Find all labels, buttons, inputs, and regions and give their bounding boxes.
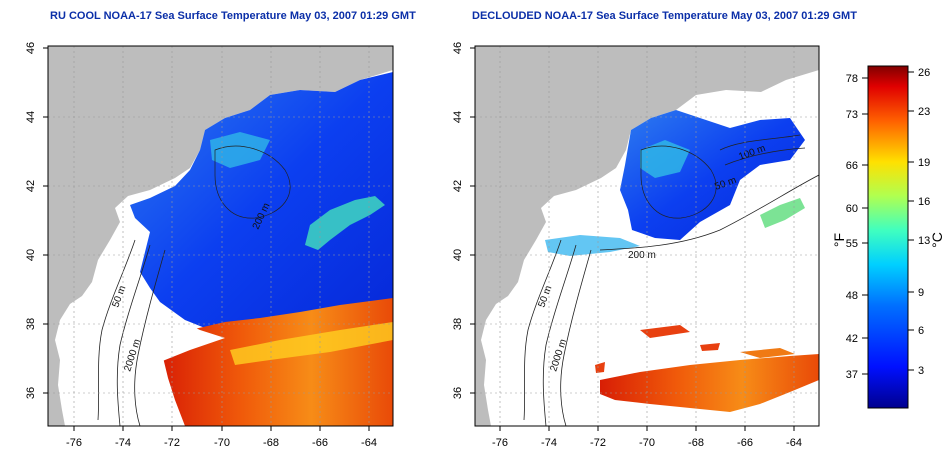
right-warm-patch — [595, 362, 605, 373]
right-warm-sst-region — [600, 354, 819, 412]
left-x-tick-label: -66 — [312, 437, 328, 449]
colorbar-fahrenheit-label: 66 — [846, 160, 858, 172]
colorbar-celsius-ticks — [908, 71, 914, 371]
colorbar-fahrenheit-label: 48 — [846, 290, 858, 302]
colorbar-fahrenheit-label: 78 — [846, 73, 858, 85]
right-y-tick-label: 46 — [452, 42, 464, 54]
right-contour-200m — [542, 244, 577, 426]
right-y-tick-label: 44 — [452, 111, 464, 123]
colorbar-celsius-label: 6 — [918, 325, 924, 337]
left-map-title: RU COOL NOAA-17 Sea Surface Temperature … — [50, 10, 416, 22]
right-land-mass — [475, 46, 819, 426]
left-land-mass — [48, 46, 393, 426]
colorbar-celsius-label: 26 — [918, 67, 930, 79]
right-contour-label-200m: 200 m — [628, 250, 656, 261]
left-x-tick-label: -74 — [115, 437, 131, 449]
right-contour-shelf — [599, 174, 819, 251]
right-x-tick-label: -66 — [737, 437, 753, 449]
colorbar-celsius-label: 3 — [918, 365, 924, 377]
right-y-ticks — [470, 47, 475, 394]
left-y-tick-label: 36 — [25, 387, 37, 399]
left-x-tick-label: -68 — [263, 437, 279, 449]
right-y-tick-label: 40 — [452, 249, 464, 261]
right-mid-temp-filament — [760, 198, 805, 228]
left-contour-200m — [116, 244, 151, 426]
right-x-tick-label: -70 — [639, 437, 655, 449]
colorbar-celsius-label: 9 — [918, 287, 924, 299]
left-grid-lines — [48, 46, 393, 426]
right-contour-scotian-shelf — [719, 134, 806, 166]
colorbar-celsius-unit: °C — [929, 232, 945, 248]
left-y-tick-label: 42 — [25, 180, 37, 192]
right-y-tick-label: 38 — [452, 318, 464, 330]
left-x-tick-label: -64 — [361, 437, 377, 449]
right-cold-patch-shelf — [545, 235, 640, 256]
colorbar-celsius-label: 13 — [918, 235, 930, 247]
colorbar: 78 73 66 60 55 48 42 37 26 23 19 16 13 9… — [831, 65, 945, 409]
left-mid-temp-patch — [210, 132, 270, 168]
right-x-tick-label: -76 — [492, 437, 508, 449]
right-warm-patch — [740, 348, 795, 358]
right-warm-patch — [700, 343, 720, 351]
colorbar-celsius-label: 16 — [918, 196, 930, 208]
colorbar-fahrenheit-label: 73 — [846, 109, 858, 121]
colorbar-fahrenheit-label: 42 — [846, 333, 858, 345]
right-x-ticks — [499, 426, 795, 431]
colorbar-celsius-label: 23 — [918, 106, 930, 118]
right-y-tick-label: 42 — [452, 180, 464, 192]
right-map-panel: 50 m 2000 m 200 m 100 m 50 m — [452, 42, 820, 449]
left-mid-temp-filament — [305, 196, 385, 250]
colorbar-fahrenheit-label: 60 — [846, 203, 858, 215]
colorbar-gradient — [867, 65, 909, 409]
right-x-tick-label: -64 — [786, 437, 802, 449]
right-x-tick-label: -68 — [688, 437, 704, 449]
left-x-tick-label: -76 — [66, 437, 82, 449]
colorbar-fahrenheit-label: 37 — [846, 369, 858, 381]
left-cloud-gap — [150, 318, 225, 362]
left-y-tick-label: 46 — [25, 42, 37, 54]
right-warm-patch — [640, 325, 690, 338]
right-contour-gulf-of-maine — [640, 145, 717, 219]
right-contour-50m — [523, 239, 562, 421]
left-map-panel: 50 m 2000 m 200 m — [25, 42, 394, 449]
left-y-tick-label: 44 — [25, 111, 37, 123]
colorbar-fahrenheit-ticks — [862, 77, 868, 375]
colorbar-celsius-label: 19 — [918, 157, 930, 169]
right-x-tick-label: -74 — [541, 437, 557, 449]
left-y-ticks — [43, 47, 48, 394]
left-warm-sst-region — [160, 298, 393, 426]
left-warm-filament — [230, 322, 393, 365]
colorbar-fahrenheit-label: 55 — [846, 238, 858, 250]
left-contour-2000m — [134, 249, 166, 426]
right-contour-2000m — [560, 249, 592, 426]
left-cold-sst-region — [130, 72, 393, 330]
right-x-tick-label: -72 — [590, 437, 606, 449]
left-map-frame — [47, 45, 394, 427]
left-x-tick-label: -70 — [214, 437, 230, 449]
colorbar-fahrenheit-unit: °F — [831, 233, 847, 247]
left-y-tick-label: 38 — [25, 318, 37, 330]
right-mid-temp-patch — [640, 140, 690, 178]
right-grid-lines — [475, 46, 819, 426]
left-x-ticks — [73, 426, 370, 431]
right-map-title: DECLOUDED NOAA-17 Sea Surface Temperatur… — [472, 10, 857, 22]
left-contour-gulf-of-maine — [214, 145, 291, 219]
right-y-tick-label: 36 — [452, 387, 464, 399]
left-y-tick-label: 40 — [25, 249, 37, 261]
left-x-tick-label: -72 — [164, 437, 180, 449]
